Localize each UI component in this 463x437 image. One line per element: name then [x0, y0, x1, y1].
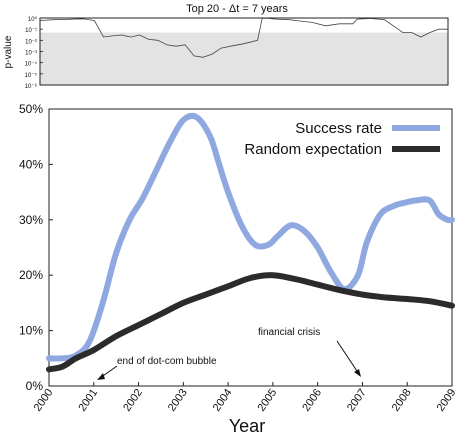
random-expectation-line [46, 272, 455, 373]
legend-label-random-expectation: Random expectation [244, 141, 382, 158]
main-y-tick-label: 0% [26, 379, 44, 393]
annotation-crisis-text: financial crisis [258, 327, 320, 338]
annotation-crisis: financial crisis [258, 327, 361, 377]
main-y-tick-label: 40% [19, 157, 43, 171]
legend-label-success-rate: Success rate [295, 120, 382, 137]
main-x-tick-label: 2009 [435, 387, 459, 414]
main-y-tick-label: 20% [19, 268, 43, 282]
main-x-tick-label: 2008 [390, 387, 414, 414]
main-x-tick-label: 2002 [121, 387, 145, 414]
annotation-dotcom: end of dot-com bubble [97, 356, 217, 380]
annotation-crisis-arrow [336, 340, 360, 375]
main-x-axis-label: Year [229, 416, 265, 436]
main-panel: 0%10%20%30%40%50% 2000 2001 2002 2003 2004 20… [19, 102, 458, 436]
pvalue-y-tick-label: 10⁻⁵ [25, 72, 38, 79]
main-plot-frame [48, 108, 453, 387]
main-x-ticks: 2000 2001 2002 2003 2004 2005 2006 2007 2008 2009 [32, 382, 459, 414]
pvalue-y-tick-label: 10⁻³ [25, 51, 37, 57]
pvalue-y-tick-label: 10⁻⁶ [25, 83, 38, 90]
pvalue-y-ticks: 10⁰ 10⁻¹ 10⁻² 10⁻³ 10⁻⁴ 10⁻⁵ 10⁻⁶ [25, 16, 43, 90]
annotation-crisis-arrowhead [354, 369, 361, 377]
main-x-tick-label: 2005 [255, 387, 279, 414]
pvalue-y-axis-label: p-value [3, 35, 14, 68]
main-x-tick-label: 2001 [76, 387, 100, 414]
main-y-tick-label: 10% [19, 324, 43, 338]
pvalue-y-tick-label: 10⁰ [28, 16, 38, 23]
pvalue-title: Top 20 - Δt = 7 years [186, 3, 288, 15]
main-y-ticks: 0% 10% 20% 30% 40% 50% [19, 102, 53, 393]
pvalue-series-line [39, 17, 448, 58]
main-x-tick-label: 2006 [300, 387, 324, 414]
pvalue-shaded-band [40, 32, 448, 85]
main-y-tick-label: 30% [19, 213, 43, 227]
pvalue-y-tick-label: 10⁻⁴ [25, 61, 38, 68]
pvalue-y-tick-label: 10⁻¹ [25, 28, 37, 34]
pvalue-panel: Top 20 - Δt = 7 years 10⁰ 10⁻¹ 10⁻² 10⁻³ 10⁻… [3, 3, 449, 90]
success-rate-line [46, 112, 455, 362]
main-y-tick-label: 50% [19, 102, 43, 116]
annotation-dotcom-arrowhead [97, 373, 105, 380]
pvalue-y-tick-label: 10⁻² [25, 39, 37, 45]
main-x-tick-label: 2007 [345, 387, 369, 414]
main-x-tick-label: 2003 [166, 387, 190, 414]
annotation-dotcom-text: end of dot-com bubble [117, 356, 217, 367]
legend: Success rate Random expectation [244, 120, 440, 158]
main-x-tick-label: 2004 [211, 387, 235, 414]
